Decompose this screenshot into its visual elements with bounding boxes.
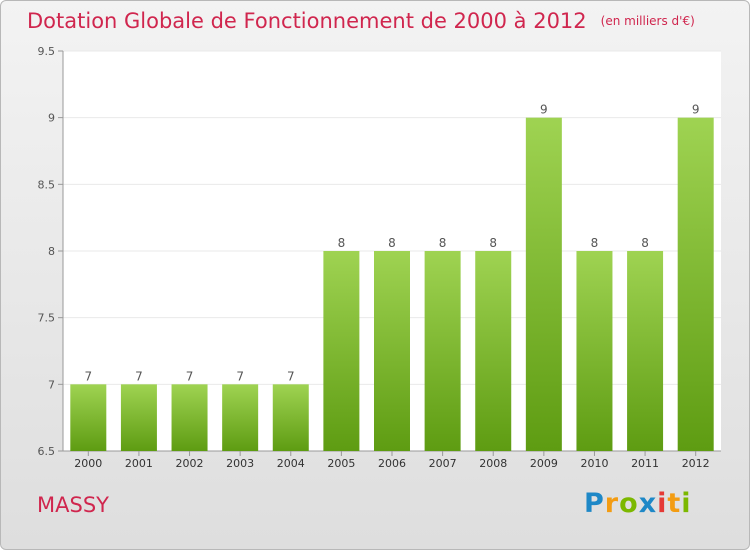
x-tick-label: 2005 — [327, 457, 355, 470]
proxiti-logo: Proxiti — [584, 488, 692, 519]
logo-letter: t — [667, 488, 682, 519]
bar — [272, 384, 309, 451]
logo-letter: i — [681, 488, 692, 519]
data-label: 7 — [287, 369, 295, 383]
data-label: 7 — [186, 369, 194, 383]
data-label: 7 — [135, 369, 143, 383]
bar — [424, 251, 461, 451]
x-tick-label: 2006 — [378, 457, 406, 470]
x-tick-label: 2009 — [530, 457, 558, 470]
bar — [120, 384, 157, 451]
y-tick-label: 7.5 — [38, 312, 56, 325]
x-tick-label: 2000 — [74, 457, 102, 470]
bar — [171, 384, 208, 451]
logo-letter: r — [604, 488, 620, 519]
logo-letter: x — [638, 488, 658, 519]
bar — [627, 251, 664, 451]
chart-title: Dotation Globale de Fonctionnement de 20… — [27, 9, 695, 33]
x-tick-label: 2011 — [631, 457, 659, 470]
y-tick-label: 9.5 — [38, 45, 56, 58]
data-label: 8 — [591, 236, 599, 250]
data-label: 8 — [439, 236, 447, 250]
bar — [70, 384, 107, 451]
x-tick-label: 2002 — [176, 457, 204, 470]
town-name: MASSY — [37, 493, 109, 517]
data-label: 8 — [388, 236, 396, 250]
x-tick-label: 2004 — [277, 457, 305, 470]
data-label: 9 — [540, 103, 548, 117]
bar — [374, 251, 410, 451]
y-tick-label: 8 — [48, 245, 55, 258]
y-tick-label: 7 — [48, 378, 55, 391]
data-label: 8 — [641, 236, 649, 250]
x-tick-label: 2003 — [226, 457, 254, 470]
logo-letter: o — [619, 488, 639, 519]
bar — [525, 117, 562, 452]
data-label: 7 — [236, 369, 244, 383]
data-label: 8 — [338, 236, 346, 250]
x-tick-label: 2008 — [479, 457, 507, 470]
logo-letter: P — [584, 488, 605, 519]
x-tick-label: 2001 — [125, 457, 153, 470]
y-tick-label: 6.5 — [38, 445, 56, 458]
data-label: 8 — [489, 236, 497, 250]
chart-title-text: Dotation Globale de Fonctionnement de 20… — [27, 9, 587, 33]
bar — [222, 384, 259, 451]
bar — [323, 251, 360, 451]
y-tick-label: 9 — [48, 112, 55, 125]
data-label: 9 — [692, 103, 700, 117]
x-tick-label: 2010 — [580, 457, 608, 470]
bar — [677, 117, 714, 452]
chart-unit-note: (en milliers d'€) — [600, 14, 695, 28]
bar — [475, 251, 512, 451]
bar — [576, 251, 613, 451]
logo-letter: i — [657, 488, 668, 519]
y-tick-label: 8.5 — [38, 178, 56, 191]
x-tick-label: 2012 — [682, 457, 710, 470]
x-tick-label: 2007 — [429, 457, 457, 470]
data-label: 7 — [84, 369, 92, 383]
